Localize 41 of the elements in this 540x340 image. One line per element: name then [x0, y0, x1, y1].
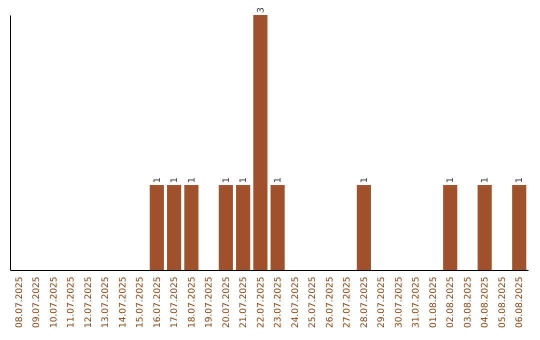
- x-tick-label: 22.07.2025: [256, 276, 266, 328]
- x-tick-label: 26.07.2025: [325, 276, 336, 328]
- x-tick-label: 28.07.2025: [360, 276, 370, 328]
- x-tick-label: 21.07.2025: [239, 276, 250, 328]
- x-tick-label: 08.07.2025: [14, 276, 25, 328]
- data-label: 1: [360, 177, 370, 183]
- x-tick-label: 12.07.2025: [84, 276, 94, 328]
- x-tick-label: 23.07.2025: [274, 276, 284, 328]
- x-tick-label: 01.08.2025: [428, 276, 439, 328]
- x-tick-label: 03.08.2025: [463, 276, 474, 328]
- x-tick-label: 13.07.2025: [101, 276, 112, 328]
- x-tick-label: 24.07.2025: [290, 276, 301, 328]
- data-label: 1: [170, 177, 180, 183]
- x-tick-label: 27.07.2025: [342, 276, 353, 328]
- x-tick-label: 25.07.2025: [308, 276, 318, 328]
- x-tick-label: 10.07.2025: [49, 276, 60, 328]
- data-label: 1: [480, 177, 491, 183]
- data-label: 1: [152, 177, 163, 183]
- x-tick-label: 06.08.2025: [515, 276, 526, 328]
- data-label: 1: [446, 177, 456, 183]
- x-tick-label: 11.07.2025: [66, 276, 77, 328]
- data-label: 3: [256, 7, 266, 13]
- x-tick-label: 17.07.2025: [170, 276, 180, 328]
- data-label: 1: [187, 177, 198, 183]
- x-tick-label: 29.07.2025: [377, 276, 388, 328]
- x-tick-label: 04.08.2025: [480, 276, 491, 328]
- x-tick-label: 19.07.2025: [204, 276, 215, 328]
- x-tick-label: 15.07.2025: [136, 276, 146, 328]
- x-tick-label: 14.07.2025: [118, 276, 128, 328]
- x-tick-label: 18.07.2025: [187, 276, 198, 328]
- data-label: 1: [222, 177, 232, 183]
- x-tick-label: 20.07.2025: [222, 276, 232, 328]
- x-tick-label: 16.07.2025: [152, 276, 163, 328]
- x-tick-label: 02.08.2025: [446, 276, 456, 328]
- x-tick-label: 05.08.2025: [498, 276, 508, 328]
- x-tick-label: 09.07.2025: [32, 276, 42, 328]
- data-label: 1: [274, 177, 284, 183]
- data-label: 1: [239, 177, 250, 183]
- x-tick-label: 30.07.2025: [394, 276, 404, 328]
- x-tick-label: 31.07.2025: [412, 276, 422, 328]
- data-label: 1: [515, 177, 526, 183]
